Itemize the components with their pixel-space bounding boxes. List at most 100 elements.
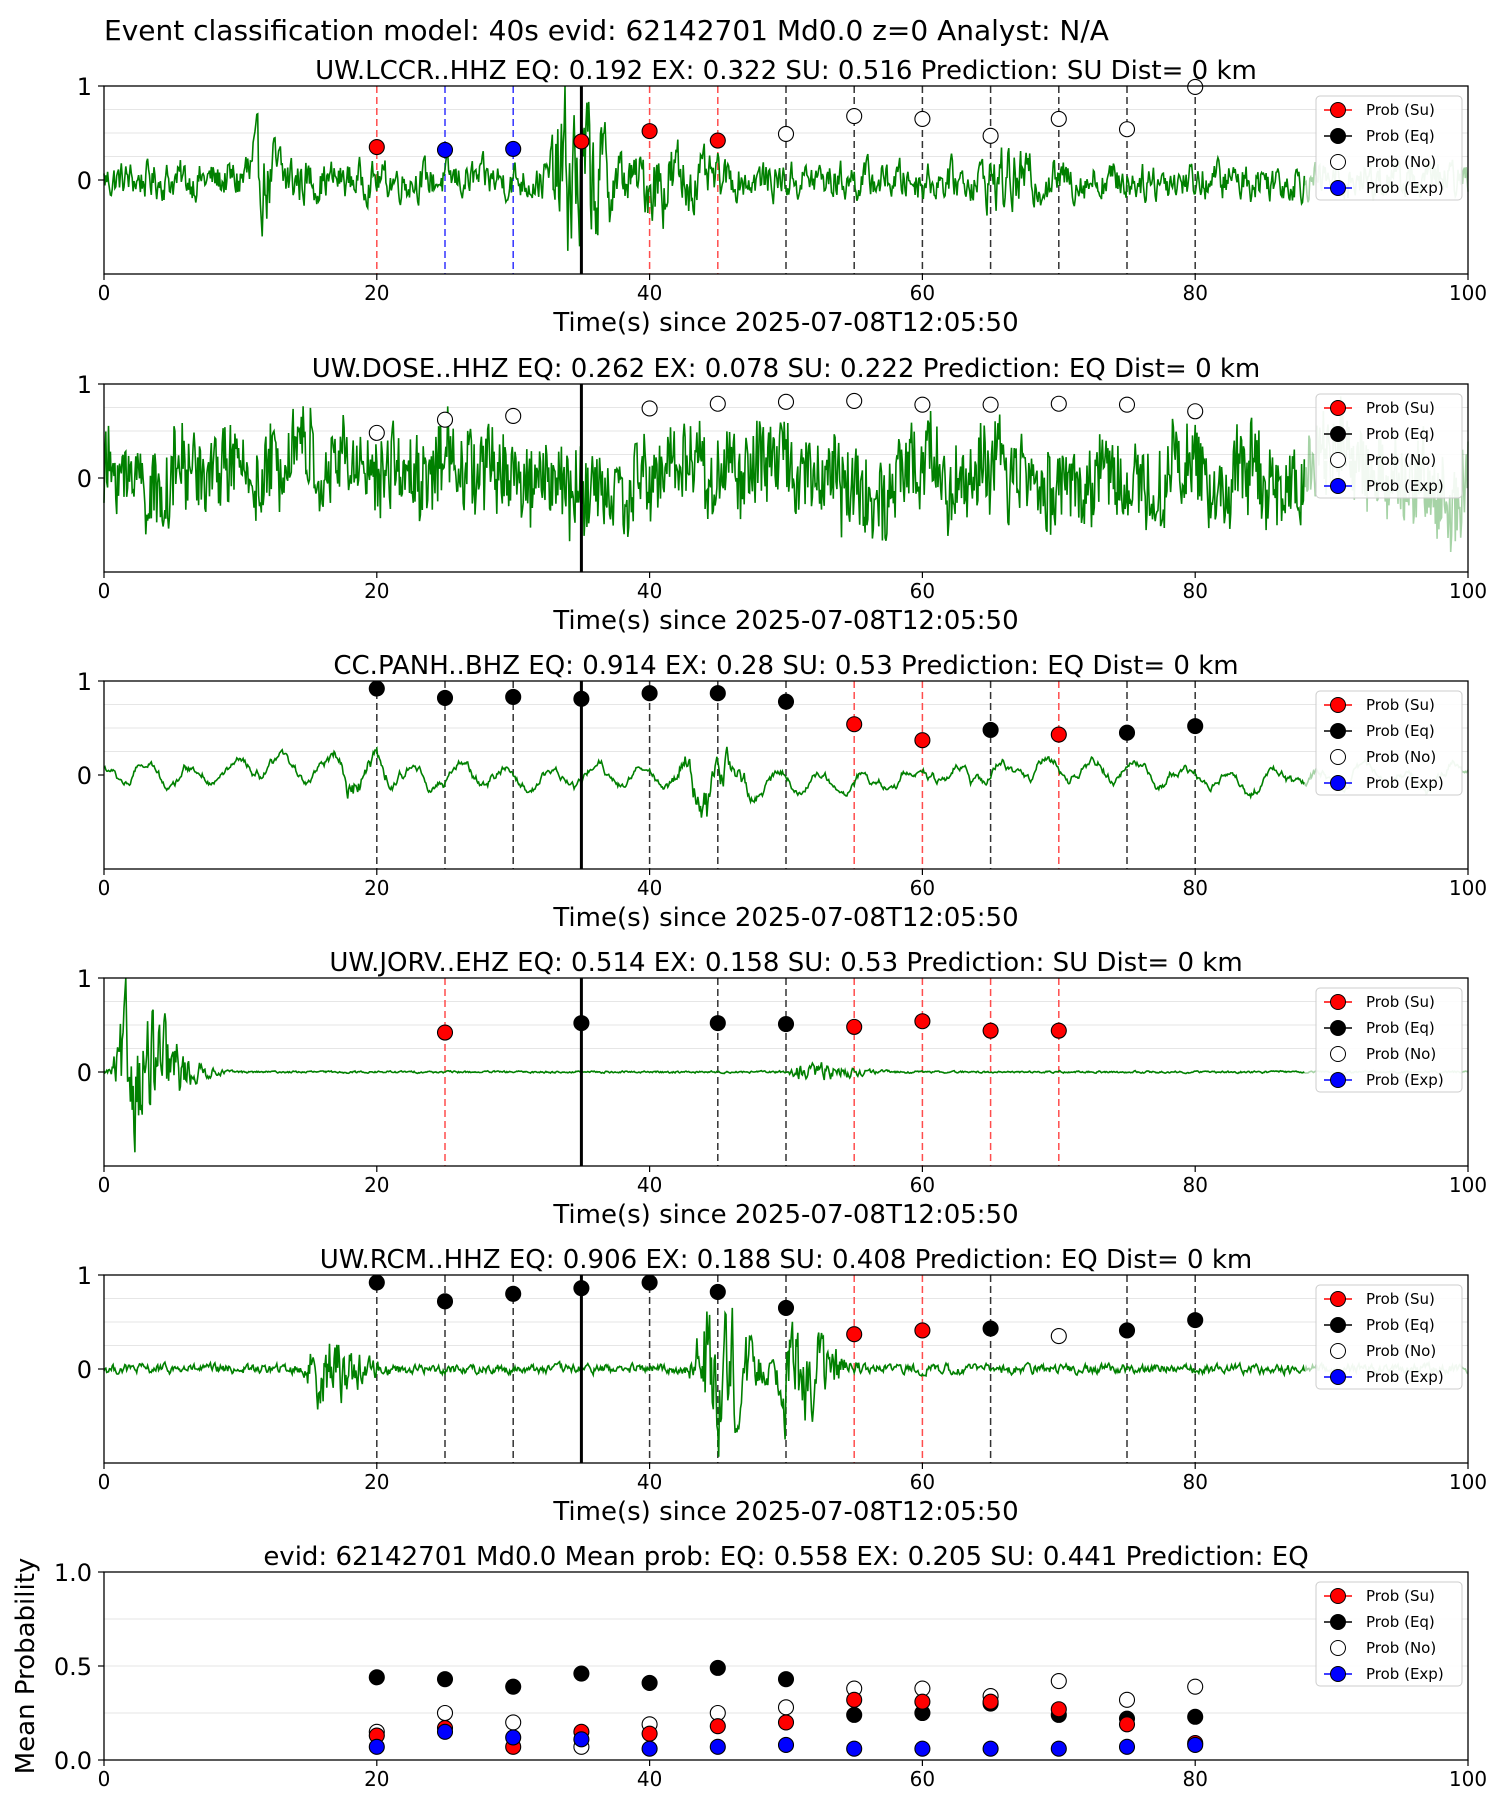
legend-label-exp: Prob (Exp) (1366, 1665, 1444, 1683)
x-tick-label: 20 (364, 579, 389, 603)
x-tick-label: 100 (1449, 579, 1487, 603)
prob-point-eq (777, 1016, 795, 1033)
legend-marker-exp (1330, 1369, 1346, 1385)
prob-point-no (1050, 395, 1067, 412)
legend-marker-su (1330, 400, 1346, 416)
legend-marker-exp (1330, 180, 1346, 196)
panel-title: evid: 62142701 Md0.0 Mean prob: EQ: 0.55… (263, 1542, 1308, 1572)
prob-point-eq (982, 1320, 999, 1337)
prob-point-eq (436, 689, 454, 706)
y-tick-label: 1 (77, 73, 92, 101)
prob-point-no (1050, 110, 1067, 127)
mean-point-exp (982, 1740, 999, 1757)
x-tick-label: 60 (910, 579, 935, 603)
prob-point-su (914, 732, 931, 749)
legend-marker-no (1330, 749, 1346, 765)
legend-frame (1315, 987, 1463, 1093)
mean-point-su (777, 1714, 795, 1731)
prob-point-no (1118, 396, 1136, 413)
x-tick-label: 40 (637, 876, 662, 900)
legend-marker-exp (1330, 775, 1346, 791)
mean-point-exp (1050, 1740, 1067, 1757)
y-tick-label: 1 (77, 371, 92, 399)
x-tick-label: 20 (364, 1173, 389, 1197)
panel-4: UW.JORV..EHZ EQ: 0.514 EX: 0.158 SU: 0.5… (77, 948, 1487, 1230)
prob-point-eq (709, 1283, 726, 1300)
mean-point-su (641, 1725, 658, 1742)
legend-marker-su (1330, 994, 1346, 1010)
legend-marker-exp (1330, 1666, 1346, 1682)
legend-marker-eq (1330, 1317, 1346, 1333)
mean-point-no (505, 1714, 522, 1731)
legend-marker-eq (1330, 1020, 1346, 1036)
prob-point-eq (1118, 724, 1136, 741)
legend-label-exp: Prob (Exp) (1366, 774, 1444, 792)
prob-point-eq (777, 693, 795, 710)
prob-point-no (982, 396, 999, 413)
prob-point-eq (641, 1274, 658, 1291)
mean-point-su (914, 1693, 931, 1710)
y-tick-label: 0 (77, 465, 92, 493)
legend-label-exp: Prob (Exp) (1366, 179, 1444, 197)
panel-1: UW.LCCR..HHZ EQ: 0.192 EX: 0.322 SU: 0.5… (77, 56, 1487, 338)
legend-marker-no (1330, 1343, 1346, 1359)
prob-point-no (436, 411, 454, 428)
y-tick-label: 1 (77, 668, 92, 696)
legend-marker-eq (1330, 1614, 1346, 1630)
legend-label-no: Prob (No) (1366, 1639, 1436, 1657)
legend-frame (1315, 393, 1463, 499)
mean-point-su (846, 1691, 863, 1708)
prob-point-no (846, 108, 863, 125)
legend-label-no: Prob (No) (1366, 748, 1436, 766)
legend-label-no: Prob (No) (1366, 153, 1436, 171)
waveform-trace (103, 1307, 1306, 1457)
prob-point-eq (368, 1274, 385, 1291)
legend: Prob (Su) Prob (Eq) Prob (No) Prob (Exp) (1315, 1581, 1463, 1687)
legend-label-su: Prob (Su) (1366, 399, 1435, 417)
x-tick-label: 60 (910, 1173, 935, 1197)
prob-point-no (709, 395, 726, 412)
x-tick-label: 40 (637, 1767, 662, 1791)
prob-point-eq (573, 1015, 590, 1032)
prob-point-no (368, 424, 385, 441)
x-axis-label: Time(s) since 2025-07-08T12:05:50 (552, 1200, 1018, 1230)
prob-point-eq (573, 1280, 590, 1297)
x-tick-label: 80 (1182, 876, 1207, 900)
mean-point-exp (436, 1723, 454, 1740)
mean-point-exp (573, 1731, 590, 1748)
prob-point-no (1187, 78, 1204, 95)
prob-point-su (1050, 1022, 1067, 1039)
panel-title: UW.JORV..EHZ EQ: 0.514 EX: 0.158 SU: 0.5… (329, 948, 1242, 978)
x-tick-label: 0 (98, 1767, 111, 1791)
panel-title: UW.LCCR..HHZ EQ: 0.192 EX: 0.322 SU: 0.5… (315, 56, 1257, 86)
legend: Prob (Su) Prob (Eq) Prob (No) Prob (Exp) (1315, 393, 1463, 499)
x-tick-label: 40 (637, 1173, 662, 1197)
waveform-trace (103, 745, 1305, 818)
x-tick-label: 60 (910, 281, 935, 305)
legend-marker-eq (1330, 723, 1346, 739)
legend-label-su: Prob (Su) (1366, 696, 1435, 714)
legend: Prob (Su) Prob (Eq) Prob (No) Prob (Exp) (1315, 987, 1463, 1093)
mean-point-eq (846, 1706, 863, 1723)
legend-marker-su (1330, 1291, 1346, 1307)
legend-label-eq: Prob (Eq) (1366, 1316, 1435, 1334)
legend-label-exp: Prob (Exp) (1366, 477, 1444, 495)
legend-label-no: Prob (No) (1366, 1342, 1436, 1360)
prob-point-no (846, 392, 863, 409)
y-tick-label: 1 (77, 965, 92, 993)
x-tick-label: 40 (637, 281, 662, 305)
mean-point-exp (846, 1740, 863, 1757)
prob-point-eq (505, 1285, 522, 1302)
panel-2: UW.DOSE..HHZ EQ: 0.262 EX: 0.078 SU: 0.2… (77, 354, 1487, 636)
x-tick-label: 0 (98, 876, 111, 900)
mean-point-exp (1118, 1738, 1136, 1755)
legend-label-su: Prob (Su) (1366, 1290, 1435, 1308)
legend-marker-eq (1330, 426, 1346, 442)
x-tick-label: 100 (1449, 1470, 1487, 1494)
y-tick-label: 0.5 (54, 1653, 92, 1681)
legend-marker-su (1330, 1588, 1346, 1604)
mean-point-eq (777, 1671, 795, 1688)
x-axis-label: Time(s) since 2025-07-08T12:05:50 (552, 1497, 1018, 1527)
x-tick-label: 0 (98, 579, 111, 603)
